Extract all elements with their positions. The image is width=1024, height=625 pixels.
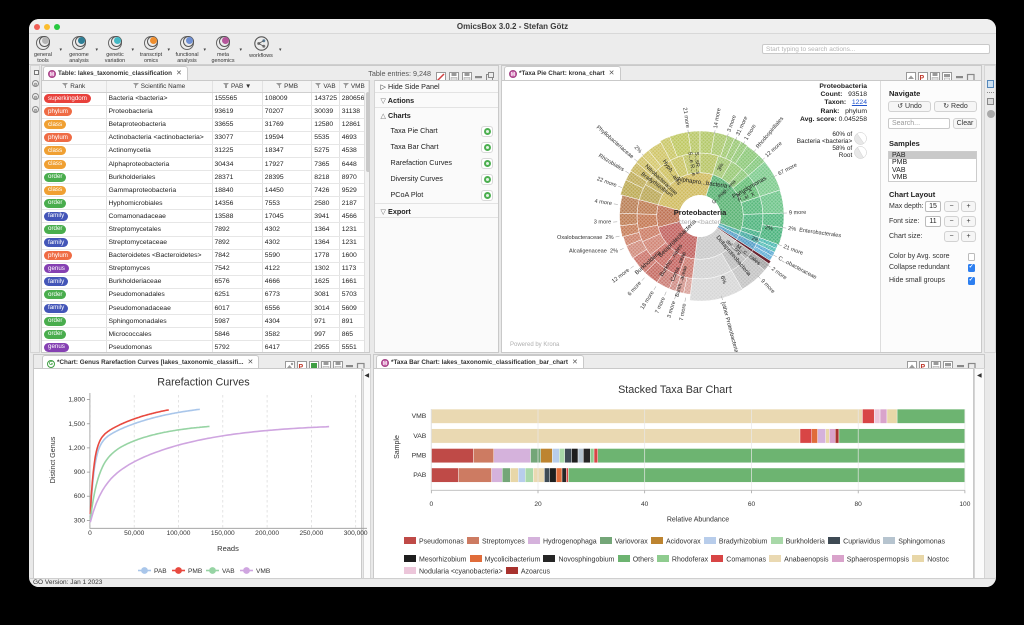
svg-text:150,000: 150,000 bbox=[211, 530, 235, 537]
svg-text:7 more: 7 more bbox=[679, 303, 688, 321]
svg-text:12 more: 12 more bbox=[611, 268, 631, 285]
svg-text:VAB: VAB bbox=[222, 568, 235, 575]
svg-text:40: 40 bbox=[641, 501, 649, 508]
svg-text:60: 60 bbox=[748, 501, 756, 508]
svg-text:67 more: 67 more bbox=[777, 162, 798, 177]
svg-text:PMB: PMB bbox=[188, 568, 203, 575]
svg-text:0: 0 bbox=[88, 530, 92, 537]
svg-text:6%: 6% bbox=[719, 275, 727, 285]
svg-text:Alcaligenaceae 2%: Alcaligenaceae 2% bbox=[569, 248, 618, 254]
svg-text:200,000: 200,000 bbox=[255, 530, 279, 537]
svg-text:1,200: 1,200 bbox=[68, 445, 85, 452]
svg-text:PAB: PAB bbox=[413, 472, 427, 479]
svg-text:Rhizobiales: Rhizobiales bbox=[597, 153, 625, 173]
svg-text:100: 100 bbox=[959, 501, 970, 508]
svg-text:Distinct Genus: Distinct Genus bbox=[48, 436, 57, 483]
svg-text:Stacked Taxa Bar Chart: Stacked Taxa Bar Chart bbox=[618, 384, 732, 396]
svg-text:1,800: 1,800 bbox=[68, 397, 85, 404]
svg-text:3 more: 3 more bbox=[727, 115, 738, 133]
svg-text:Sample: Sample bbox=[394, 435, 401, 459]
svg-text:50,000: 50,000 bbox=[124, 530, 145, 537]
svg-text:S...e R...e: S...e R...e bbox=[686, 151, 696, 176]
svg-text:P: P bbox=[299, 364, 304, 371]
svg-text:PAB: PAB bbox=[154, 568, 167, 575]
svg-text:Reads: Reads bbox=[217, 544, 239, 553]
svg-text:2% Enterobacterales: 2% Enterobacterales bbox=[788, 226, 842, 239]
svg-text:2 more: 2 more bbox=[770, 266, 788, 281]
svg-text:300: 300 bbox=[74, 517, 85, 524]
svg-text:3 more: 3 more bbox=[667, 300, 678, 318]
svg-text:6 more: 6 more bbox=[627, 280, 643, 297]
svg-text:9 more: 9 more bbox=[759, 278, 775, 295]
svg-text:20: 20 bbox=[534, 501, 542, 508]
svg-text:VMB: VMB bbox=[256, 568, 271, 575]
svg-text:100,000: 100,000 bbox=[167, 530, 191, 537]
svg-text:VAB: VAB bbox=[413, 433, 427, 440]
svg-text:Rarefaction Curves: Rarefaction Curves bbox=[157, 377, 250, 389]
svg-text:2%: 2% bbox=[751, 236, 761, 245]
svg-text:4 more: 4 more bbox=[594, 199, 612, 207]
svg-text:18 more: 18 more bbox=[640, 290, 656, 311]
svg-text:9 more: 9 more bbox=[789, 210, 807, 217]
svg-text:[other Proteobacteria]: [other Proteobacteria] bbox=[720, 301, 740, 352]
svg-text:Oxalobacteraceae 2%: Oxalobacteraceae 2% bbox=[557, 235, 614, 241]
svg-text:14 more: 14 more bbox=[713, 108, 722, 129]
svg-text:1 more: 1 more bbox=[744, 123, 758, 141]
svg-text:22 more: 22 more bbox=[596, 176, 617, 189]
svg-text:1,500: 1,500 bbox=[68, 421, 85, 428]
svg-text:Proteobacteria: Proteobacteria bbox=[674, 208, 727, 217]
svg-text:600: 600 bbox=[74, 493, 85, 500]
svg-text:300,000: 300,000 bbox=[344, 530, 368, 537]
svg-text:...cteria <bacteri...: ...cteria <bacteri... bbox=[673, 219, 727, 226]
svg-text:21 more: 21 more bbox=[782, 244, 803, 257]
svg-text:21 more: 21 more bbox=[681, 107, 690, 128]
svg-text:2%: 2% bbox=[633, 145, 643, 155]
svg-text:PMB: PMB bbox=[412, 453, 427, 460]
svg-text:900: 900 bbox=[74, 469, 85, 476]
svg-text:VMB: VMB bbox=[412, 413, 427, 420]
svg-text:12 more: 12 more bbox=[764, 141, 783, 159]
svg-text:0: 0 bbox=[429, 501, 433, 508]
svg-text:P: P bbox=[921, 364, 926, 371]
svg-text:S...sR...s: S...sR...s bbox=[693, 152, 700, 175]
svg-text:80: 80 bbox=[855, 501, 863, 508]
svg-text:Relative Abundance: Relative Abundance bbox=[667, 517, 729, 524]
svg-text:3%: 3% bbox=[717, 162, 726, 172]
svg-text:2%: 2% bbox=[764, 225, 773, 232]
svg-text:7 more: 7 more bbox=[654, 296, 667, 314]
svg-text:250,000: 250,000 bbox=[299, 530, 323, 537]
svg-text:P: P bbox=[920, 75, 925, 82]
svg-text:3 more: 3 more bbox=[594, 220, 611, 226]
